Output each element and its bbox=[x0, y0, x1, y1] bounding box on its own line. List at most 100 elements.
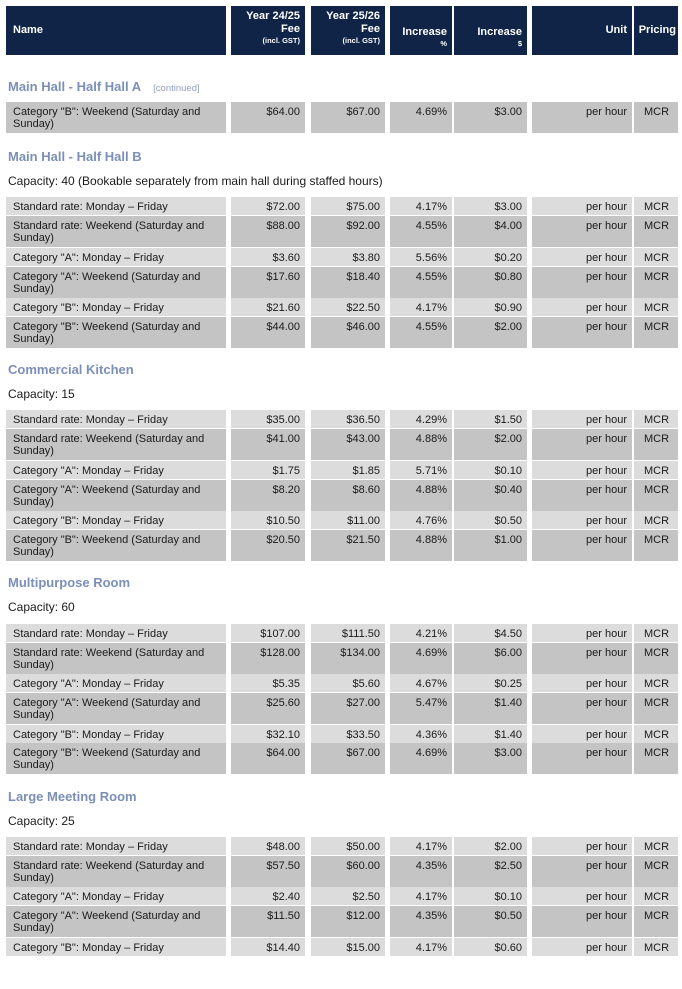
row-fee-24-25: $44.00 bbox=[231, 317, 305, 348]
header-inc-dollar-line1: Increase bbox=[477, 26, 522, 38]
row-increase-percent: 4.67% bbox=[390, 674, 452, 692]
row-name: Category "B": Weekend (Saturday and Sund… bbox=[6, 743, 226, 774]
row-name: Standard rate: Monday – Friday bbox=[6, 410, 226, 428]
row-name: Standard rate: Weekend (Saturday and Sun… bbox=[6, 429, 226, 460]
header-inc-pct-line2: % bbox=[440, 39, 447, 48]
row-fee-25-26: $134.00 bbox=[311, 643, 385, 674]
row-increase-percent: 4.21% bbox=[390, 624, 452, 642]
row-pricing: MCR bbox=[634, 461, 678, 479]
row-increase-dollar: $2.00 bbox=[454, 837, 527, 855]
row-name: Standard rate: Weekend (Saturday and Sun… bbox=[6, 216, 226, 247]
row-unit: per hour bbox=[532, 216, 632, 247]
header-pricing: Pricing bbox=[634, 6, 678, 55]
row-fee-25-26: $2.50 bbox=[311, 887, 385, 905]
row-fee-24-25: $107.00 bbox=[231, 624, 305, 642]
row-increase-percent: 4.55% bbox=[390, 216, 452, 247]
row-fee-24-25: $3.60 bbox=[231, 248, 305, 266]
row-fee-25-26: $22.50 bbox=[311, 298, 385, 316]
row-unit: per hour bbox=[532, 856, 632, 887]
row-unit: per hour bbox=[532, 298, 632, 316]
row-name: Category "B": Weekend (Saturday and Sund… bbox=[6, 102, 226, 133]
row-fee-25-26: $11.00 bbox=[311, 511, 385, 529]
row-increase-percent: 4.69% bbox=[390, 743, 452, 774]
row-fee-25-26: $1.85 bbox=[311, 461, 385, 479]
row-increase-dollar: $3.00 bbox=[454, 743, 527, 774]
row-unit: per hour bbox=[532, 248, 632, 266]
header-name: Name bbox=[6, 6, 226, 55]
section-title-commercial-kitchen: Commercial Kitchen bbox=[8, 362, 134, 377]
row-increase-dollar: $0.20 bbox=[454, 248, 527, 266]
header-year-25-26: Year 25/26 Fee (incl. GST) bbox=[311, 6, 385, 55]
row-increase-percent: 4.35% bbox=[390, 906, 452, 937]
row-fee-25-26: $67.00 bbox=[311, 102, 385, 133]
row-name: Standard rate: Monday – Friday bbox=[6, 837, 226, 855]
row-increase-dollar: $6.00 bbox=[454, 643, 527, 674]
row-unit: per hour bbox=[532, 887, 632, 905]
row-increase-percent: 4.88% bbox=[390, 530, 452, 561]
row-increase-dollar: $1.40 bbox=[454, 693, 527, 724]
row-pricing: MCR bbox=[634, 643, 678, 674]
row-fee-24-25: $10.50 bbox=[231, 511, 305, 529]
row-unit: per hour bbox=[532, 624, 632, 642]
section-title-text: Main Hall - Half Hall A bbox=[8, 79, 142, 94]
row-increase-percent: 5.47% bbox=[390, 693, 452, 724]
row-pricing: MCR bbox=[634, 906, 678, 937]
row-increase-dollar: $1.50 bbox=[454, 410, 527, 428]
row-increase-percent: 4.88% bbox=[390, 429, 452, 460]
row-name: Category "A": Monday – Friday bbox=[6, 887, 226, 905]
row-name: Standard rate: Monday – Friday bbox=[6, 624, 226, 642]
row-name: Category "A": Weekend (Saturday and Sund… bbox=[6, 693, 226, 724]
row-fee-25-26: $12.00 bbox=[311, 906, 385, 937]
row-fee-24-25: $20.50 bbox=[231, 530, 305, 561]
row-unit: per hour bbox=[532, 938, 632, 956]
row-fee-24-25: $64.00 bbox=[231, 102, 305, 133]
row-fee-25-26: $75.00 bbox=[311, 197, 385, 215]
row-fee-25-26: $92.00 bbox=[311, 216, 385, 247]
row-fee-24-25: $72.00 bbox=[231, 197, 305, 215]
row-name: Category "A": Monday – Friday bbox=[6, 461, 226, 479]
row-fee-24-25: $57.50 bbox=[231, 856, 305, 887]
row-increase-dollar: $0.40 bbox=[454, 480, 527, 511]
row-pricing: MCR bbox=[634, 837, 678, 855]
row-name: Category "A": Weekend (Saturday and Sund… bbox=[6, 480, 226, 511]
row-name: Category "B": Monday – Friday bbox=[6, 938, 226, 956]
row-fee-24-25: $128.00 bbox=[231, 643, 305, 674]
row-fee-24-25: $32.10 bbox=[231, 725, 305, 743]
row-increase-dollar: $0.80 bbox=[454, 267, 527, 298]
row-unit: per hour bbox=[532, 480, 632, 511]
row-name: Category "B": Weekend (Saturday and Sund… bbox=[6, 317, 226, 348]
row-fee-25-26: $3.80 bbox=[311, 248, 385, 266]
row-fee-25-26: $67.00 bbox=[311, 743, 385, 774]
row-pricing: MCR bbox=[634, 624, 678, 642]
row-fee-25-26: $43.00 bbox=[311, 429, 385, 460]
header-increase-dollar: Increase $ bbox=[454, 6, 527, 55]
row-increase-percent: 5.71% bbox=[390, 461, 452, 479]
row-fee-24-25: $11.50 bbox=[231, 906, 305, 937]
row-fee-25-26: $5.60 bbox=[311, 674, 385, 692]
row-unit: per hour bbox=[532, 906, 632, 937]
row-increase-dollar: $0.60 bbox=[454, 938, 527, 956]
header-year-24-25: Year 24/25 Fee (incl. GST) bbox=[231, 6, 305, 55]
row-fee-25-26: $46.00 bbox=[311, 317, 385, 348]
row-increase-percent: 4.17% bbox=[390, 197, 452, 215]
row-pricing: MCR bbox=[634, 674, 678, 692]
row-increase-percent: 4.17% bbox=[390, 938, 452, 956]
row-fee-25-26: $33.50 bbox=[311, 725, 385, 743]
row-unit: per hour bbox=[532, 530, 632, 561]
row-fee-25-26: $50.00 bbox=[311, 837, 385, 855]
row-pricing: MCR bbox=[634, 410, 678, 428]
row-unit: per hour bbox=[532, 511, 632, 529]
row-increase-dollar: $3.00 bbox=[454, 102, 527, 133]
row-fee-24-25: $35.00 bbox=[231, 410, 305, 428]
row-increase-percent: 5.56% bbox=[390, 248, 452, 266]
row-increase-dollar: $2.50 bbox=[454, 856, 527, 887]
row-unit: per hour bbox=[532, 674, 632, 692]
row-increase-dollar: $2.00 bbox=[454, 317, 527, 348]
row-increase-percent: 4.69% bbox=[390, 102, 452, 133]
header-year1-line3: (incl. GST) bbox=[262, 36, 301, 45]
row-increase-percent: 4.35% bbox=[390, 856, 452, 887]
row-pricing: MCR bbox=[634, 743, 678, 774]
row-fee-24-25: $64.00 bbox=[231, 743, 305, 774]
row-pricing: MCR bbox=[634, 856, 678, 887]
row-pricing: MCR bbox=[634, 267, 678, 298]
